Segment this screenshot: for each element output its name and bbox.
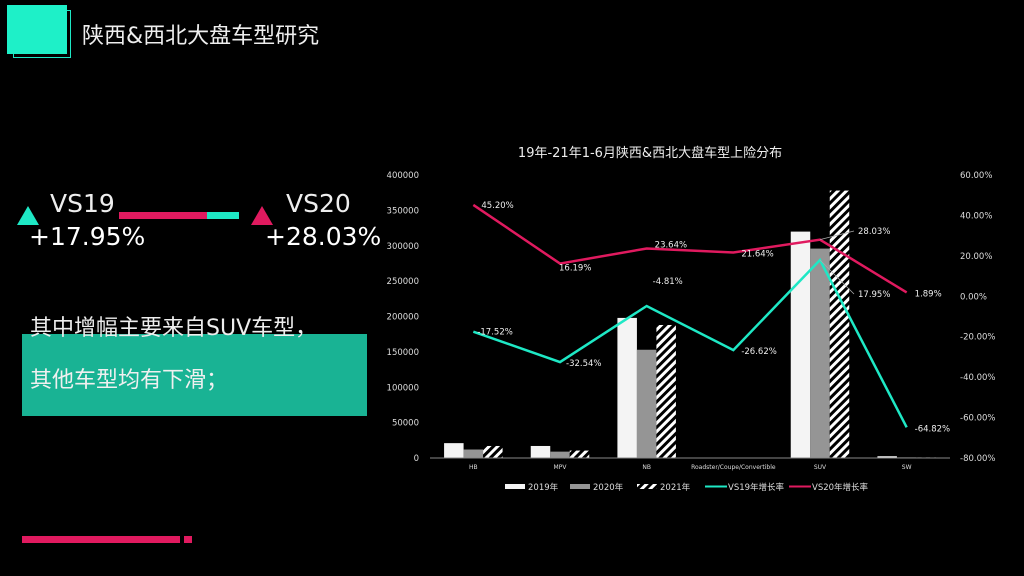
bar-2020	[810, 248, 830, 458]
y-right-tick: -20.00%	[960, 333, 995, 343]
y-right-tick: 0.00%	[960, 292, 987, 302]
line-series: -17.52% -32.54% -4.81% -26.62% 17.95% -64.82%…	[472, 201, 950, 434]
bar-2019	[530, 445, 551, 458]
legend-item: VS20年增长率	[812, 482, 869, 493]
chart-title: 19年-21年1-6月陕西&西北大盘车型上险分布	[517, 146, 783, 161]
y-left-tick: 50000	[392, 419, 419, 429]
x-category-label: Roadster/Coupe/Convertible	[691, 464, 776, 471]
legend: 2019年 2020年 2021年 VS19年增长率 VS20年增长率	[505, 482, 869, 493]
y-left-tick: 250000	[387, 277, 419, 287]
data-label: 21.64%	[741, 250, 773, 260]
bar-2019	[617, 317, 637, 458]
legend-item: 2020年	[593, 482, 624, 493]
y-right-tick: -60.00%	[960, 414, 995, 424]
y-right-tick: 60.00%	[960, 171, 992, 181]
data-label: -64.82%	[915, 424, 950, 434]
y-right-tick: 40.00%	[960, 211, 992, 221]
vs20-value: +28.03%	[265, 222, 382, 251]
footer-bar	[22, 536, 180, 543]
x-category-label: SW	[902, 464, 912, 471]
y-left-tick: 300000	[387, 242, 419, 252]
page-title: 陕西&西北大盘车型研究	[82, 24, 320, 49]
progress-bar-teal	[207, 212, 239, 219]
data-label: -32.54%	[566, 359, 601, 369]
line-vs19	[472, 257, 908, 428]
data-label: 45.20%	[481, 201, 513, 211]
y-left-tick: 150000	[387, 348, 419, 358]
progress-bar-pink	[119, 212, 207, 219]
data-label: 16.19%	[559, 264, 591, 274]
bar-2020	[550, 451, 570, 458]
vs19-label: VS19	[50, 189, 115, 218]
data-label: 1.89%	[915, 289, 942, 299]
bar-2020	[636, 349, 657, 458]
y-left-tick: 350000	[387, 206, 419, 216]
bar-2019	[444, 443, 464, 458]
y-left-tick: 100000	[387, 383, 419, 393]
vs20-label: VS20	[286, 189, 351, 218]
data-label: 28.03%	[858, 227, 890, 237]
data-label: -4.81%	[653, 277, 683, 287]
y-left-tick: 400000	[387, 171, 419, 181]
x-category-label: NB	[642, 464, 651, 471]
data-label: -17.52%	[477, 328, 512, 338]
bar-2019	[790, 231, 811, 458]
line-vs20	[472, 203, 908, 294]
y-right-tick: -40.00%	[960, 373, 995, 383]
leader-line	[819, 230, 855, 241]
up-arrow-icon	[17, 206, 39, 225]
data-label: 17.95%	[858, 290, 890, 300]
leader-line	[819, 259, 855, 295]
bar-2021	[483, 445, 503, 458]
y-right-tick: 20.00%	[960, 252, 992, 262]
data-label: -26.62%	[741, 347, 776, 357]
note-line-1: 其中增幅主要来自SUV车型，	[30, 316, 318, 341]
vs19-value: +17.95%	[29, 222, 146, 251]
data-label: 23.64%	[655, 240, 687, 250]
x-axis-labels: HB MPV NB Roadster/Coupe/Convertible SUV SW	[469, 464, 912, 471]
x-category-label: SUV	[814, 464, 827, 471]
bar-2019	[877, 456, 897, 458]
y-left-tick: 0	[414, 454, 419, 464]
y-left-tick: 200000	[387, 313, 419, 323]
bar-2021	[656, 324, 676, 458]
bar-2021	[829, 190, 850, 458]
bar-series	[444, 190, 936, 458]
legend-item: 2019年	[528, 482, 559, 493]
x-category-label: MPV	[554, 464, 568, 471]
y-axis-left: 400000 350000 300000 250000 200000 150000 1000…	[387, 171, 419, 464]
legend-item: VS19年增长率	[728, 482, 785, 493]
legend-item: 2021年	[660, 482, 691, 493]
note-line-2: 其他车型均有下滑；	[30, 368, 229, 393]
bar-2020	[463, 449, 484, 458]
y-right-tick: -80.00%	[960, 454, 995, 464]
up-arrow-icon	[251, 206, 273, 225]
y-axis-right: 60.00% 40.00% 20.00% 0.00% -20.00% -40.00% -60…	[960, 171, 995, 464]
logo-block	[7, 5, 67, 54]
x-category-label: HB	[469, 464, 478, 471]
bar-2021	[569, 450, 590, 458]
footer-square	[184, 536, 192, 543]
note-box	[22, 334, 367, 416]
